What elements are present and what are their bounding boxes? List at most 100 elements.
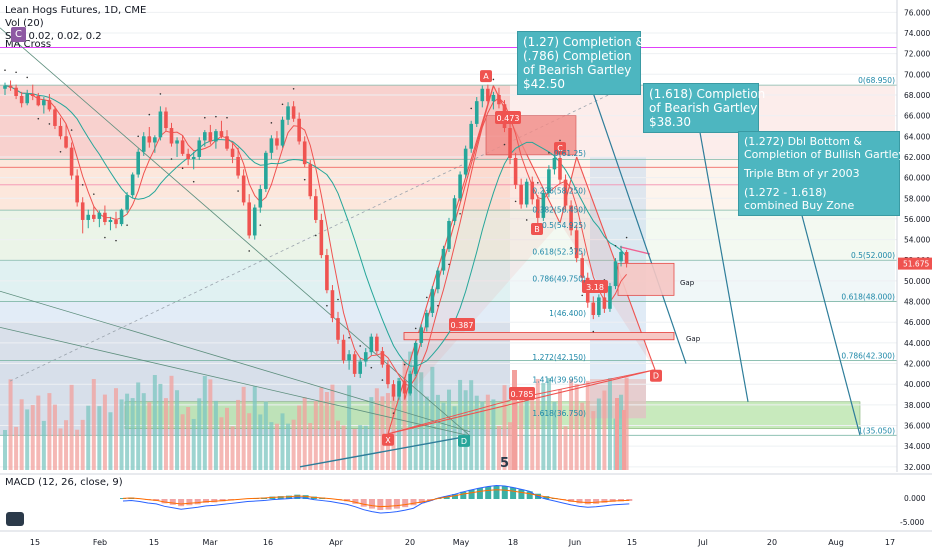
macd-bar <box>286 495 292 499</box>
note-buy-zone[interactable]: (1.272) Dbl Bottom & Completion of Bulli… <box>738 131 905 216</box>
fib-label: 0.618(52.375) <box>532 247 586 256</box>
candle-body <box>380 351 385 365</box>
sar-dot <box>470 107 473 110</box>
volume-bar <box>585 380 590 470</box>
gap-box <box>403 332 675 341</box>
time-tick: 20 <box>405 538 415 547</box>
volume-bar <box>219 417 224 470</box>
macd-bar <box>543 496 550 499</box>
macd-bar <box>576 499 583 504</box>
volume-bar <box>102 394 107 470</box>
macd-legend[interactable]: MACD (12, 26, close, 9) <box>5 477 123 488</box>
sar-dot <box>492 78 495 81</box>
candle-body <box>358 361 362 374</box>
macd-bar <box>302 495 309 499</box>
candle-body <box>563 179 568 206</box>
volume-bar <box>369 397 374 470</box>
macd-bar <box>584 499 591 505</box>
candle-body <box>469 123 473 149</box>
sar-dot <box>525 219 528 221</box>
price-tick: 34.000 <box>904 442 930 451</box>
volume-bar <box>25 409 30 470</box>
sar-dot <box>292 87 295 90</box>
volume-bar <box>558 389 562 470</box>
volume-bar <box>213 400 218 470</box>
candle-body <box>336 318 340 340</box>
note-bearish-gartley-2[interactable]: (1.618) Completion of Bearish Gartley $3… <box>643 83 765 133</box>
sar-legend[interactable]: SAR 0.02, 0.02, 0.2 <box>5 31 102 42</box>
volume-bar <box>580 402 585 470</box>
volume-bar <box>624 377 629 470</box>
symbol-title: Lean Hogs Futures, 1D, CME <box>5 5 147 16</box>
volume-bar <box>430 366 435 470</box>
trend-line <box>799 207 861 436</box>
sar-dot <box>93 193 95 195</box>
point-label: A <box>483 72 489 81</box>
volume-bar <box>308 423 313 470</box>
macd-bar <box>385 499 392 510</box>
candle-body <box>141 136 146 152</box>
candle-body <box>75 175 79 203</box>
wave-number: 5 <box>500 456 509 471</box>
point-label: D <box>461 437 467 446</box>
volume-bar <box>485 394 490 470</box>
volume-bar <box>3 430 7 470</box>
volume-bar <box>424 396 429 470</box>
volume-bar <box>480 401 485 470</box>
volume-bar <box>324 392 329 470</box>
sar-dot <box>137 135 139 138</box>
sar-dot <box>204 116 206 119</box>
volume-bar <box>330 384 335 470</box>
sar-dot <box>70 129 73 131</box>
trend-line <box>0 326 471 437</box>
sar-dot <box>303 178 306 181</box>
candle-body <box>64 136 68 148</box>
volume-bar <box>86 405 91 470</box>
note-line: Completion of Bullish Gartley <box>744 148 905 161</box>
macd-bar <box>626 499 633 501</box>
candle-body <box>97 212 102 219</box>
current-price-label: 51.675 <box>903 260 929 269</box>
macd-bar <box>161 499 168 504</box>
sar-dot <box>337 298 339 301</box>
volume-bar <box>119 399 124 470</box>
candle-body <box>508 128 512 158</box>
volume-bar <box>136 382 141 470</box>
note-bearish-gartley-1[interactable]: (1.27) Completion & (.786) Completion of… <box>517 31 645 95</box>
candle-body <box>258 188 263 208</box>
macd-bar <box>468 489 475 499</box>
ratio-label: 3.18 <box>586 283 604 292</box>
sar-dot <box>459 212 461 215</box>
candle-body <box>602 297 607 309</box>
sar-dot <box>259 224 262 226</box>
candle-body <box>480 88 485 102</box>
candle-body <box>225 136 229 149</box>
macd-bar <box>186 499 193 506</box>
volume-legend[interactable]: Vol (20) <box>5 18 44 29</box>
volume-bar <box>147 402 152 470</box>
candle-body <box>297 118 301 142</box>
volume-bar <box>8 379 13 470</box>
candle-body <box>69 147 74 176</box>
volume-bar <box>602 390 607 470</box>
candle-body <box>3 85 7 89</box>
candle-body <box>241 175 246 203</box>
price-tick: 72.000 <box>904 50 930 59</box>
trend-line <box>519 369 656 399</box>
volume-bar <box>313 401 318 470</box>
ma-cross-legend[interactable]: MA Cross <box>5 39 52 50</box>
candle-body <box>19 96 24 104</box>
macd-bar <box>526 491 533 499</box>
sar-dot <box>437 304 439 307</box>
macd-bar <box>510 487 517 499</box>
tradingview-logo-icon[interactable] <box>6 512 24 526</box>
time-tick: Aug <box>828 538 844 547</box>
macd-bar <box>369 499 375 509</box>
volume-bar <box>236 399 241 470</box>
volume-bar <box>158 383 163 470</box>
pattern-fill <box>404 85 560 400</box>
macd-bar <box>460 491 467 499</box>
avatar[interactable]: C <box>11 27 26 42</box>
sar-dot <box>614 244 617 247</box>
